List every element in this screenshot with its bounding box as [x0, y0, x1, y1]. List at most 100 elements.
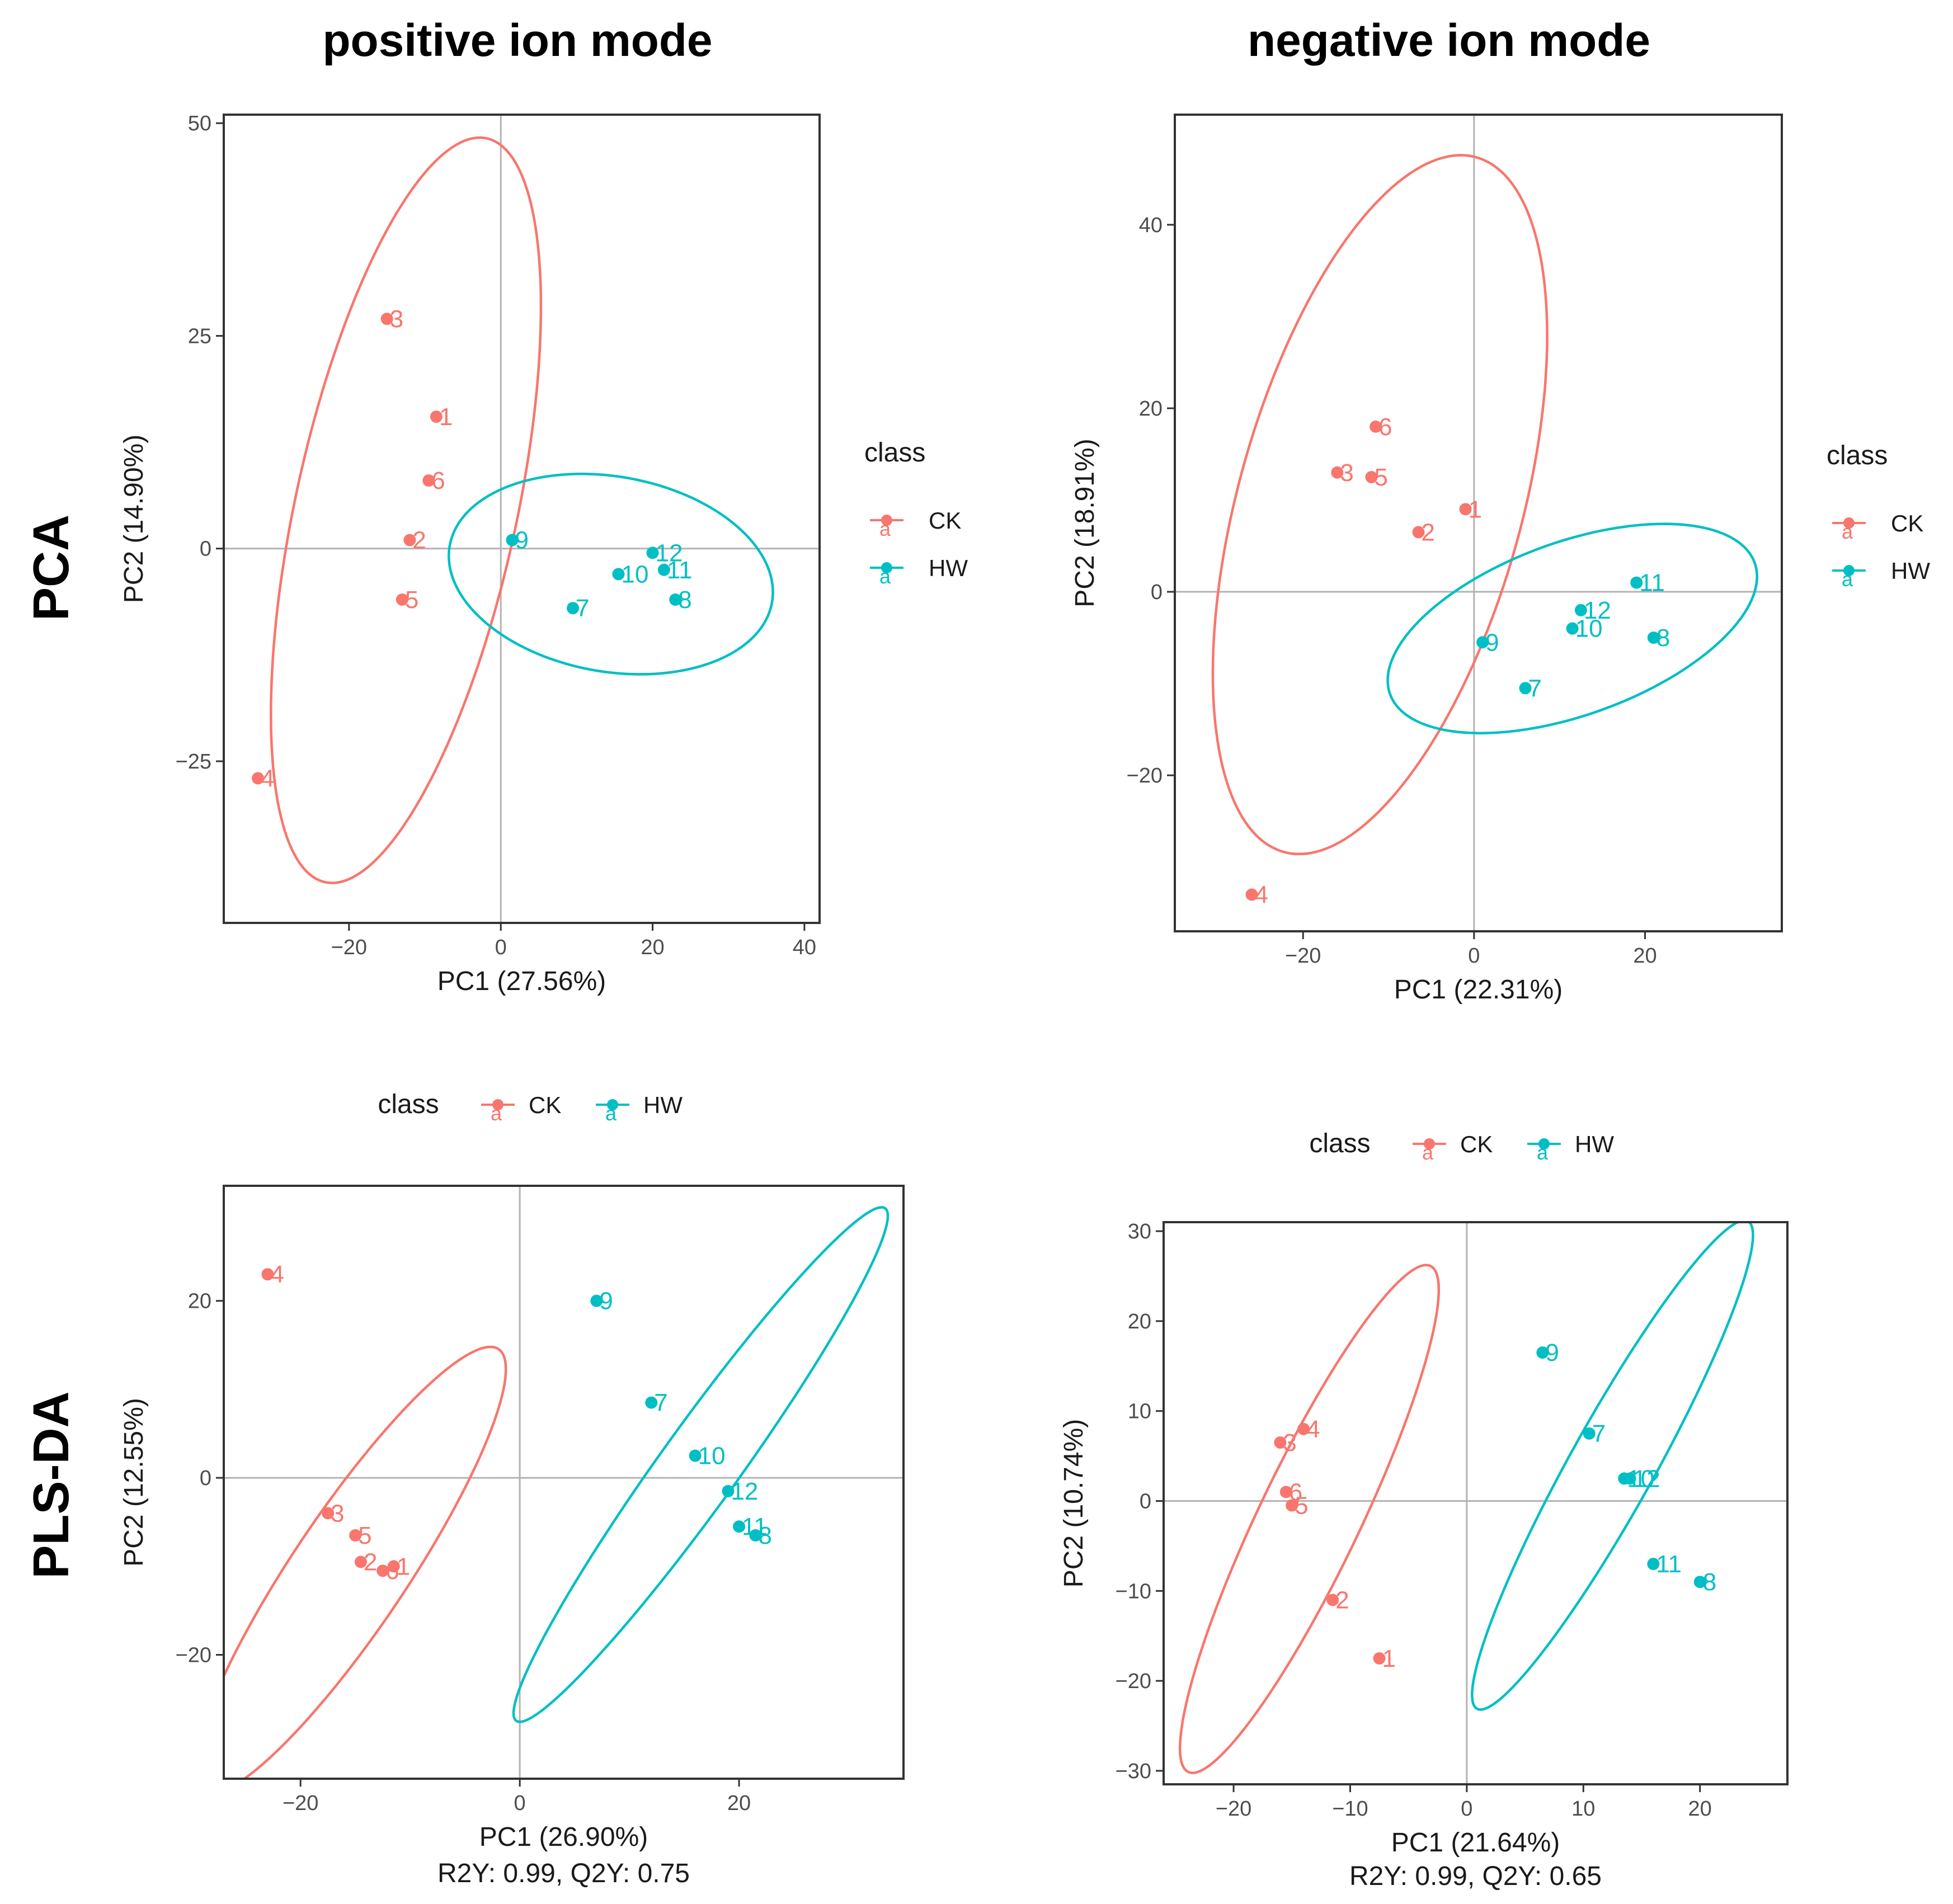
x-tick-label: 20	[641, 936, 664, 959]
legend-label-hw: HW	[1575, 1131, 1614, 1157]
y-tick-label: 20	[1128, 1310, 1151, 1333]
point-ck-1	[1373, 1652, 1386, 1665]
x-tick-label: 0	[495, 936, 507, 959]
plot-background	[1175, 115, 1782, 931]
point-ck-3	[322, 1507, 335, 1520]
point-label: 1	[1382, 1645, 1396, 1672]
ellipse-ck	[270, 136, 543, 884]
legend-key-point	[881, 562, 892, 573]
ellipse-hw	[1386, 522, 1758, 734]
point-hw-12	[646, 546, 659, 559]
y-tick-label: 25	[188, 324, 211, 348]
model-stats: R2Y: 0.99, Q2Y: 0.65	[1349, 1861, 1602, 1891]
y-axis-title: PC2 (18.91%)	[1070, 439, 1100, 607]
point-ck-1	[430, 410, 443, 423]
point-label: 3	[331, 1500, 344, 1527]
point-label: 9	[1485, 629, 1499, 656]
point-label: 3	[1340, 459, 1353, 487]
point-label: 2	[412, 527, 426, 554]
legend-title: class	[378, 1090, 439, 1119]
point-ck-3	[1274, 1436, 1287, 1449]
point-label: 6	[385, 1557, 399, 1585]
point-label: 12	[656, 539, 683, 567]
legend-label-ck: CK	[929, 507, 961, 534]
legend-title: class	[1827, 441, 1888, 470]
point-label: 3	[1283, 1429, 1296, 1457]
point-label: 6	[431, 467, 445, 494]
point-label: 4	[270, 1261, 284, 1288]
y-tick-label: 30	[1128, 1220, 1151, 1243]
point-label: 10	[1575, 615, 1603, 643]
point-label: 6	[1378, 413, 1392, 441]
x-axis-title: PC1 (27.56%)	[437, 967, 606, 996]
legend-key-glyph: a	[1842, 520, 1853, 543]
y-tick-label: 0	[1151, 581, 1163, 604]
plot-background	[224, 115, 820, 923]
point-ck-3	[380, 313, 393, 326]
legend-label-ck: CK	[1460, 1131, 1493, 1157]
point-label: 11	[1656, 1550, 1682, 1578]
point-label: 11	[1639, 569, 1665, 597]
point-label: 2	[364, 1548, 377, 1576]
x-tick-label: 40	[793, 936, 816, 959]
legend-label-hw: HW	[643, 1092, 683, 1118]
legend: class a CK a HW	[1827, 441, 1930, 591]
point-hw-9	[590, 1294, 603, 1307]
point-ck-6	[377, 1564, 389, 1577]
x-tick-label: 20	[1633, 944, 1656, 968]
point-hw-10	[612, 568, 625, 581]
x-tick-label: −20	[283, 1792, 318, 1815]
point-label: 11	[742, 1513, 768, 1540]
point-ck-2	[1326, 1594, 1339, 1606]
legend-key-point	[607, 1099, 618, 1110]
point-ck-5	[1286, 1499, 1298, 1512]
x-axis-title: PC1 (26.90%)	[479, 1822, 648, 1852]
point-label: 8	[1703, 1568, 1716, 1596]
point-hw-8	[1693, 1576, 1706, 1589]
legend-key-glyph: a	[605, 1102, 617, 1125]
x-tick-label: 0	[514, 1792, 526, 1815]
point-ck-5	[349, 1529, 362, 1542]
legend-key-glyph: a	[879, 517, 891, 540]
point-label: 9	[1545, 1339, 1559, 1366]
ellipse-hw	[448, 473, 774, 676]
point-label: 7	[1528, 675, 1542, 702]
point-hw-11	[657, 563, 670, 576]
legend: class a CK a HW	[1309, 1129, 1614, 1164]
point-ck-4	[261, 1268, 274, 1281]
row-title-pca: PCA	[23, 515, 79, 621]
panel-border	[1163, 1221, 1789, 1785]
point-label: 5	[1295, 1492, 1308, 1520]
column-title-positive: positive ion mode	[322, 15, 712, 66]
point-label: 4	[1306, 1416, 1320, 1443]
y-tick-label: 50	[188, 112, 211, 135]
point-hw-10	[689, 1449, 702, 1462]
x-tick-label: −20	[1216, 1797, 1251, 1821]
point-label: 11	[667, 557, 693, 584]
legend: class a CK a HW	[378, 1090, 683, 1125]
y-tick-label: −20	[1127, 764, 1163, 788]
y-tick-label: 10	[1128, 1400, 1151, 1424]
point-label: 8	[1656, 624, 1670, 652]
legend-key-glyph: a	[879, 565, 891, 588]
legend-key-point	[492, 1099, 503, 1110]
y-tick-label: 0	[1140, 1490, 1151, 1513]
y-tick-label: −30	[1116, 1760, 1151, 1783]
point-ck-2	[403, 534, 416, 546]
y-tick-label: 40	[1139, 214, 1163, 237]
point-hw-12	[1623, 1472, 1636, 1485]
point-label: 7	[1592, 1420, 1606, 1448]
legend-title: class	[1309, 1129, 1370, 1158]
point-hw-8	[669, 593, 682, 606]
point-ck-1	[1459, 503, 1472, 516]
point-hw-12	[1574, 604, 1587, 616]
point-hw-11	[1647, 1558, 1660, 1571]
ellipse-hw	[512, 1206, 890, 1723]
legend-label-hw: HW	[929, 555, 968, 581]
point-ck-5	[1365, 470, 1378, 483]
point-label: 9	[515, 527, 529, 554]
point-hw-7	[567, 602, 580, 615]
